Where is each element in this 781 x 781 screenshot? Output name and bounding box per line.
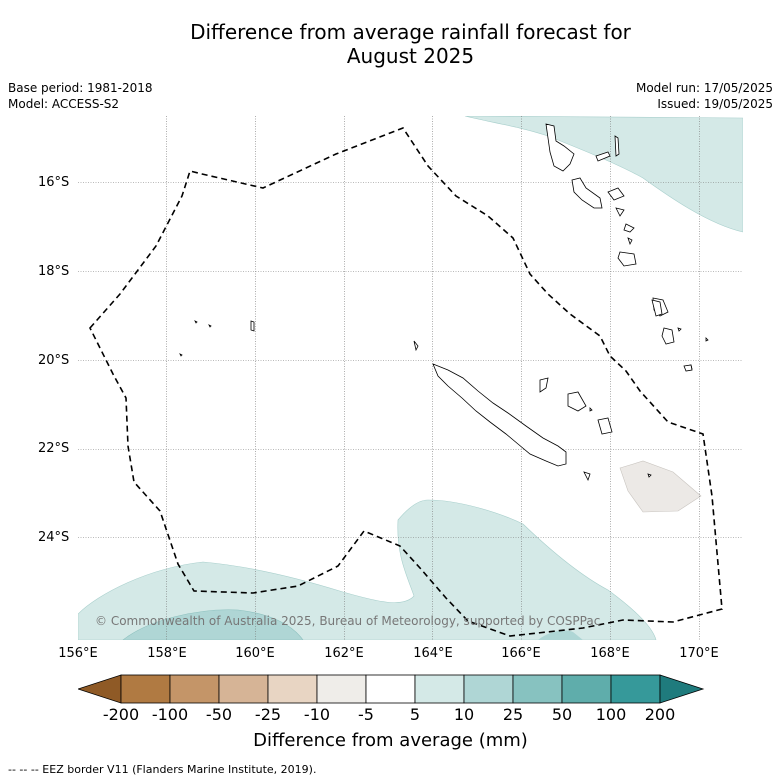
island-small-1 <box>627 237 633 246</box>
wet-area-northeast <box>464 116 743 233</box>
title-line-1: Difference from average rainfall forecas… <box>190 20 631 44</box>
colorbar <box>78 674 705 704</box>
island-espiritu-santo <box>545 123 575 172</box>
island-reef-2 <box>208 324 212 328</box>
colorbar-tick-label: 25 <box>502 705 524 724</box>
meta-right: Model run: 17/05/2025 Issued: 19/05/2025 <box>636 80 773 112</box>
title-line-2: August 2025 <box>346 44 475 68</box>
lon-label-168e: 168°E <box>590 646 630 661</box>
rainfall-map <box>78 116 743 640</box>
lon-label-156e: 156°E <box>58 646 98 661</box>
island-small-5 <box>589 407 593 412</box>
colorbar-segment <box>365 674 416 704</box>
island-ile-des-pins <box>583 471 591 482</box>
wet-area-south <box>78 499 657 640</box>
copyright-notice: © Commonwealth of Australia 2025, Bureau… <box>95 614 601 628</box>
eez-legend-note: -- -- -- EEZ border V11 (Flanders Marine… <box>8 763 317 776</box>
colorbar-segment <box>316 674 367 704</box>
island-ambrym <box>607 187 625 201</box>
western-reef-islands <box>179 320 255 357</box>
lon-label-170e: 170°E <box>679 646 719 661</box>
island-anatom <box>661 327 675 345</box>
colorbar-tick-label: -5 <box>358 705 374 724</box>
island-efate <box>623 223 635 233</box>
island-reef-1 <box>194 320 198 324</box>
eez-border <box>89 127 723 637</box>
island-small-3 <box>705 337 709 342</box>
colorbar-segment <box>120 674 171 704</box>
colorbar-segment <box>169 674 220 704</box>
colorbar-tick-label: 5 <box>409 705 421 724</box>
issued-date: Issued: 19/05/2025 <box>657 97 773 111</box>
colorbar-extend-high <box>659 674 705 704</box>
colorbar-tick-label: -25 <box>254 705 282 724</box>
island-small-2 <box>677 327 682 332</box>
island-ouvea <box>539 377 549 393</box>
lat-label-24s: 24°S <box>38 530 70 545</box>
colorbar-extend-low <box>78 674 122 704</box>
colorbar-segment <box>561 674 612 704</box>
island-mare <box>597 417 613 435</box>
model-name: Model: ACCESS-S2 <box>8 97 120 111</box>
island-maewo <box>614 135 620 157</box>
wet-area-southwest-25 <box>122 609 304 640</box>
colorbar-segment <box>218 674 269 704</box>
island-erromango <box>617 251 637 267</box>
island-lifou <box>567 391 587 412</box>
island-malakula <box>571 177 603 209</box>
colorbar-segment <box>463 674 514 704</box>
lon-label-158e: 158°E <box>147 646 187 661</box>
dry-area-near-normal <box>619 460 702 513</box>
colorbar-tick-label: 100 <box>595 705 627 724</box>
island-grande-terre <box>432 363 567 467</box>
island-chesterfield <box>250 320 255 332</box>
lat-label-22s: 22°S <box>38 441 70 456</box>
island-east-2 <box>683 364 693 372</box>
base-period: Base period: 1981-2018 <box>8 81 153 95</box>
lon-label-160e: 160°E <box>235 646 275 661</box>
colorbar-tick-label: 50 <box>551 705 573 724</box>
island-epi <box>615 207 625 217</box>
lon-label-164e: 164°E <box>413 646 453 661</box>
colorbar-segment <box>414 674 465 704</box>
colorbar-tick-label: 200 <box>644 705 676 724</box>
lat-label-18s: 18°S <box>38 264 70 279</box>
island-east-1 <box>651 299 663 317</box>
island-east-3 <box>647 473 652 478</box>
colorbar-tick-label: -10 <box>303 705 331 724</box>
colorbar-segment <box>267 674 318 704</box>
colorbar-segment <box>512 674 563 704</box>
lat-label-20s: 20°S <box>38 353 70 368</box>
island-belep <box>413 340 419 352</box>
colorbar-segment <box>610 674 661 704</box>
wet-area-south-25 <box>538 630 583 640</box>
model-run: Model run: 17/05/2025 <box>635 81 773 95</box>
colorbar-tick-label: -100 <box>151 705 189 724</box>
lon-label-162e: 162°E <box>324 646 364 661</box>
island-malo <box>595 151 611 162</box>
colorbar-tick-label: -50 <box>205 705 233 724</box>
map-title: Difference from average rainfall forecas… <box>0 20 781 68</box>
lat-label-16s: 16°S <box>38 175 70 190</box>
grid-lines <box>78 116 743 640</box>
colorbar-title: Difference from average (mm) <box>253 730 528 751</box>
new-caledonia-islands <box>413 340 613 482</box>
eastern-islands <box>647 299 693 478</box>
lon-label-166e: 166°E <box>501 646 541 661</box>
colorbar-tick-label: -200 <box>102 705 140 724</box>
meta-left: Base period: 1981-2018 Model: ACCESS-S2 <box>8 80 153 112</box>
colorbar-tick-label: 10 <box>453 705 475 724</box>
island-reef-3 <box>179 353 183 357</box>
